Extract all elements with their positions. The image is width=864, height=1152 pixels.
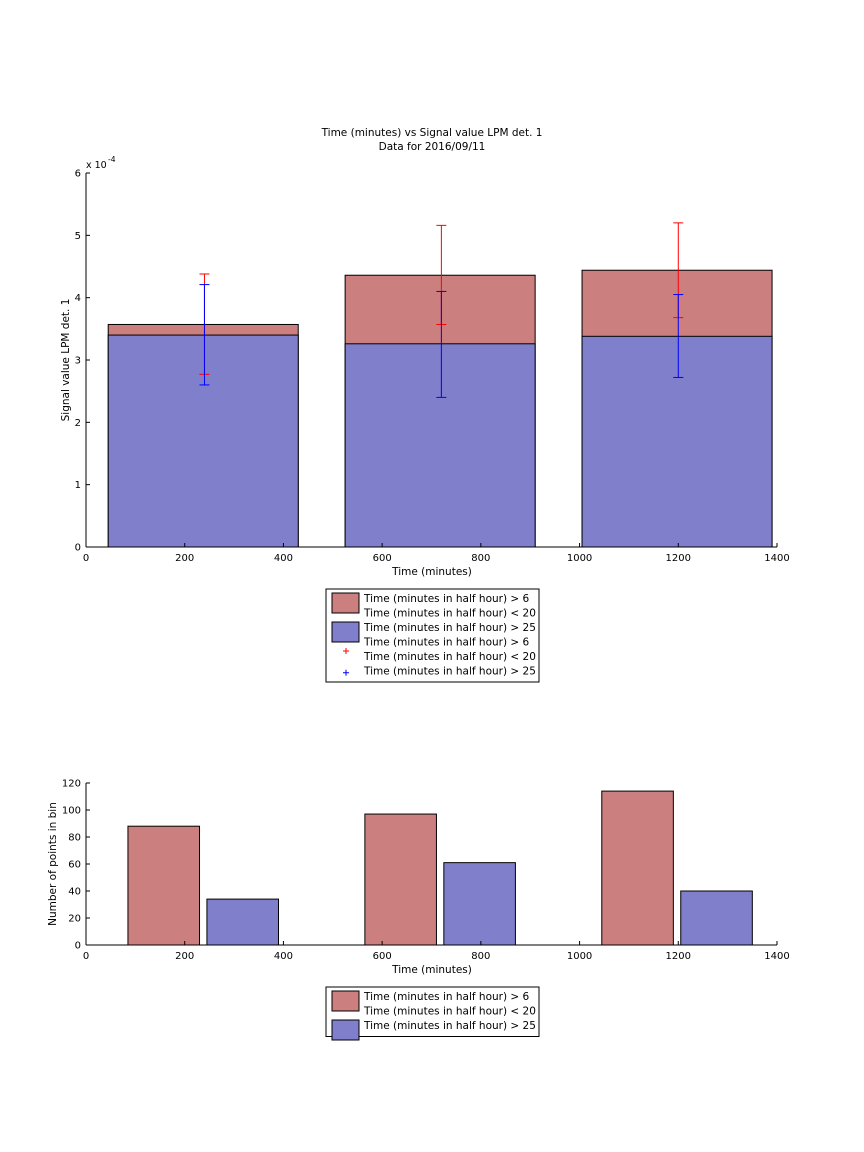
x-tick-label: 1200 <box>666 553 691 564</box>
y-tick-label: 100 <box>62 806 81 817</box>
chart1-title: Time (minutes) vs Signal value LPM det. … <box>321 127 543 139</box>
chart1-exponent-power: -4 <box>108 155 116 164</box>
y-tick-label: 80 <box>68 833 81 844</box>
chart1-x-axis-label: Time (minutes) <box>391 566 472 578</box>
chart2-y-axis-label: Number of points in bin <box>47 802 59 926</box>
x-tick-label: 1400 <box>764 553 789 564</box>
y-tick-label: 0 <box>75 941 81 952</box>
legend-swatch <box>331 1019 360 1041</box>
bar-red-series <box>601 790 674 946</box>
legend-entry-label: Time (minutes in half hour) < 20 <box>363 608 536 620</box>
y-tick-label: 4 <box>75 293 81 304</box>
bar-blue-series <box>344 343 536 548</box>
chart2-plot-area: 0 200 400 600 800 1000 1200 1400 0 20 40 60 80 100 120 <box>62 779 790 963</box>
chart1-y-axis-label: Signal value LPM det. 1 <box>60 299 72 422</box>
y-tick-label: 40 <box>68 887 81 898</box>
chart1-plot-area: 0 200 400 600 800 1000 1200 1400 0 1 2 3 4 5 6 <box>75 169 790 565</box>
bar-blue-series <box>107 334 299 548</box>
chart2-legend: Time (minutes in half hour) > 6 Time (min… <box>325 986 540 1041</box>
legend-entry-label: Time (minutes in half hour) > 25 <box>363 666 536 678</box>
x-tick-label: 600 <box>373 553 392 564</box>
legend-entry-label: Time (minutes in half hour) < 20 <box>363 1006 536 1018</box>
y-tick-label: 6 <box>75 169 81 180</box>
signal-chart: Time (minutes) vs Signal value LPM det. … <box>60 127 790 683</box>
legend-swatch <box>331 990 360 1012</box>
y-tick-label: 120 <box>62 779 81 790</box>
legend-entry-label: Time (minutes in half hour) > 25 <box>363 622 536 634</box>
x-tick-label: 200 <box>175 553 194 564</box>
legend-entry-label: Time (minutes in half hour) > 6 <box>363 637 530 649</box>
chart1-legend: Time (minutes in half hour) > 6 Time (min… <box>325 588 540 683</box>
x-tick-label: 400 <box>274 553 293 564</box>
bar-blue-series <box>680 890 753 946</box>
x-tick-label: 800 <box>471 951 490 962</box>
legend-swatch <box>331 621 360 643</box>
bar-blue-series <box>581 335 773 548</box>
legend-entry-label: Time (minutes in half hour) < 20 <box>363 651 536 663</box>
legend-entry-label: Time (minutes in half hour) > 6 <box>363 593 530 605</box>
y-tick-label: 0 <box>75 543 81 554</box>
bar-blue-series <box>206 898 279 946</box>
y-tick-label: 20 <box>68 914 81 925</box>
x-tick-label: 800 <box>471 553 490 564</box>
x-tick-label: 400 <box>274 951 293 962</box>
y-tick-label: 2 <box>75 418 81 429</box>
x-tick-label: 0 <box>83 553 89 564</box>
chart1-subtitle: Data for 2016/09/11 <box>379 141 486 153</box>
x-tick-label: 200 <box>175 951 194 962</box>
y-tick-label: 5 <box>75 231 81 242</box>
x-tick-label: 1200 <box>666 951 691 962</box>
legend-swatch <box>331 592 360 614</box>
x-tick-label: 0 <box>83 951 89 962</box>
bar-red-series <box>364 813 437 946</box>
count-chart: 0 200 400 600 800 1000 1200 1400 0 20 40 60 80 100 120… <box>47 779 790 1041</box>
chart2-x-axis-label: Time (minutes) <box>391 964 472 976</box>
x-tick-label: 600 <box>373 951 392 962</box>
legend-entry-label: Time (minutes in half hour) > 6 <box>363 991 530 1003</box>
x-tick-label: 1400 <box>764 951 789 962</box>
legend-entry-label: Time (minutes in half hour) > 25 <box>363 1020 536 1032</box>
legend-box <box>325 588 540 683</box>
bar-blue-series <box>443 862 516 946</box>
bar-red-series <box>127 825 201 946</box>
y-tick-label: 3 <box>75 356 81 367</box>
y-tick-label: 1 <box>75 480 81 491</box>
legend-box <box>325 986 540 1037</box>
chart1-exponent-base: x 10 <box>86 160 107 171</box>
x-tick-label: 1000 <box>567 951 592 962</box>
y-tick-label: 60 <box>68 860 81 871</box>
x-tick-label: 1000 <box>567 553 592 564</box>
